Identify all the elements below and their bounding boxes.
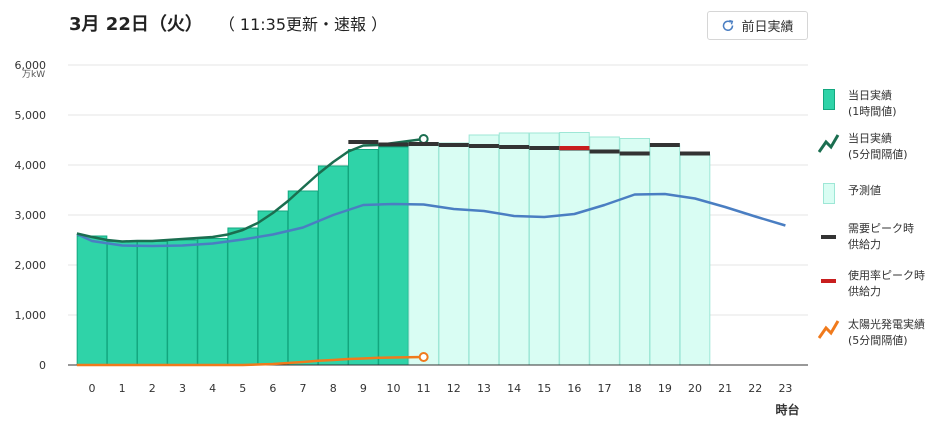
x-tick-label: 22 xyxy=(748,382,762,395)
solar-line-end-marker xyxy=(418,352,429,362)
x-tick-label: 9 xyxy=(360,382,367,395)
y-tick-label: 1,000 xyxy=(15,309,47,322)
peak-demand-supply-mark xyxy=(378,142,409,147)
peak-demand-supply-mark xyxy=(529,146,560,150)
x-tick-label: 20 xyxy=(688,382,702,395)
actual-bar xyxy=(106,241,138,366)
solar-line-swatch xyxy=(817,320,840,339)
legend-label-forecast: 予測値 xyxy=(848,184,881,197)
legend: 当日実績 (1時間値) 当日実績 (5分間隔値) 予測値 需要ピーク時 供給力 … xyxy=(817,0,939,424)
x-tick-label: 13 xyxy=(477,382,491,395)
peak-demand-supply-mark xyxy=(438,143,469,147)
forecast-bar xyxy=(679,154,711,366)
actual-bar xyxy=(227,227,259,366)
y-tick-label: 0 xyxy=(39,359,46,372)
x-tick-label: 5 xyxy=(239,382,246,395)
previous-day-label: 前日実績 xyxy=(741,20,794,35)
x-tick-label: 19 xyxy=(658,382,672,395)
peak-demand-supply-mark xyxy=(499,145,530,149)
forecast-bar xyxy=(619,138,651,366)
x-tick-label: 23 xyxy=(778,382,792,395)
legend-item-actual-5min[interactable]: 当日実績 (5分間隔値) xyxy=(817,131,908,163)
x-tick-label: 4 xyxy=(209,382,216,395)
forecast-bar xyxy=(438,142,470,366)
y-axis-unit: 万kW xyxy=(22,70,46,80)
forecast-bar xyxy=(498,132,530,366)
peak-demand-supply-mark xyxy=(468,144,499,148)
y-tick-label: 5,000 xyxy=(15,109,47,122)
chart-header: 3月 22日（火） （ 11:35更新・速報 ） xyxy=(69,8,387,38)
peak-demand-supply-mark xyxy=(408,142,439,146)
legend-item-peak-demand[interactable]: 需要ピーク時 供給力 xyxy=(818,221,914,253)
peak-demand-supply-mark xyxy=(589,149,620,154)
actual-bar-swatch xyxy=(823,89,835,110)
y-tick-label: 4,000 xyxy=(15,159,47,172)
x-tick-label: 12 xyxy=(447,382,461,395)
forecast-bar xyxy=(559,132,590,366)
actual-bar xyxy=(167,239,198,366)
legend-label-solar: 太陽光発電実績 (5分間隔値) xyxy=(848,318,925,347)
date-label: 3月 22日（火） xyxy=(69,14,203,35)
peak-demand-supply-mark xyxy=(348,140,379,144)
peak-demand-swatch xyxy=(821,235,836,239)
legend-item-forecast[interactable]: 予測値 xyxy=(818,183,881,207)
x-tick-label: 15 xyxy=(537,382,551,395)
x-tick-label: 8 xyxy=(330,382,337,395)
forecast-bar xyxy=(649,144,681,366)
legend-item-solar[interactable]: 太陽光発電実績 (5分間隔値) xyxy=(817,317,925,349)
x-tick-label: 21 xyxy=(718,382,732,395)
peak-demand-supply-mark xyxy=(680,151,710,156)
y-tick-label: 6,000 xyxy=(15,59,47,72)
y-tick-label: 3,000 xyxy=(15,209,47,222)
legend-label-actual-5min: 当日実績 (5分間隔値) xyxy=(848,132,908,161)
legend-item-peak-usage[interactable]: 使用率ピーク時 供給力 xyxy=(818,268,925,300)
peak-usage-swatch xyxy=(821,279,836,283)
refresh-icon xyxy=(723,19,734,31)
forecast-bar xyxy=(589,136,620,366)
legend-label-peak-usage: 使用率ピーク時 供給力 xyxy=(848,269,925,298)
x-axis-label: 時台 xyxy=(775,402,799,417)
x-tick-label: 10 xyxy=(387,382,401,395)
peak-usage-supply-mark xyxy=(559,146,590,150)
x-tick-label: 14 xyxy=(507,382,521,395)
x-tick-label: 0 xyxy=(89,382,96,395)
forecast-bar xyxy=(408,142,439,366)
actual-line-swatch xyxy=(817,134,840,153)
x-tick-label: 16 xyxy=(567,382,581,395)
blue-line xyxy=(76,192,786,248)
actual-line-end-marker xyxy=(418,134,429,144)
update-status: （ 11:35更新・速報 ） xyxy=(218,15,388,34)
x-tick-label: 17 xyxy=(598,382,612,395)
actual-bar xyxy=(136,241,168,366)
peak-demand-supply-mark xyxy=(619,151,650,156)
x-tick-label: 2 xyxy=(149,382,156,395)
actual-bar xyxy=(197,238,228,366)
x-tick-label: 11 xyxy=(417,382,431,395)
peak-demand-supply-mark xyxy=(649,143,680,147)
actual-bar xyxy=(287,190,319,366)
x-tick-label: 6 xyxy=(269,382,276,395)
actual-bar xyxy=(348,149,379,366)
legend-label-actual: 当日実績 (1時間値) xyxy=(848,89,897,118)
forecast-bar-swatch xyxy=(823,183,835,204)
actual-5min-line xyxy=(76,137,424,243)
legend-label-peak-demand: 需要ピーク時 供給力 xyxy=(848,222,914,251)
legend-item-actual[interactable]: 当日実績 (1時間値) xyxy=(818,88,897,120)
solar-line xyxy=(76,355,424,367)
actual-bar xyxy=(76,235,108,366)
y-tick-label: 2,000 xyxy=(15,259,47,272)
previous-day-button[interactable]: 前日実績 xyxy=(707,11,808,40)
forecast-bar xyxy=(468,134,500,366)
x-tick-label: 18 xyxy=(628,382,642,395)
x-tick-label: 3 xyxy=(179,382,186,395)
forecast-bar xyxy=(528,132,560,366)
actual-bar xyxy=(378,146,409,366)
x-tick-label: 1 xyxy=(119,382,126,395)
actual-bar xyxy=(317,165,349,366)
x-tick-label: 7 xyxy=(300,382,307,395)
